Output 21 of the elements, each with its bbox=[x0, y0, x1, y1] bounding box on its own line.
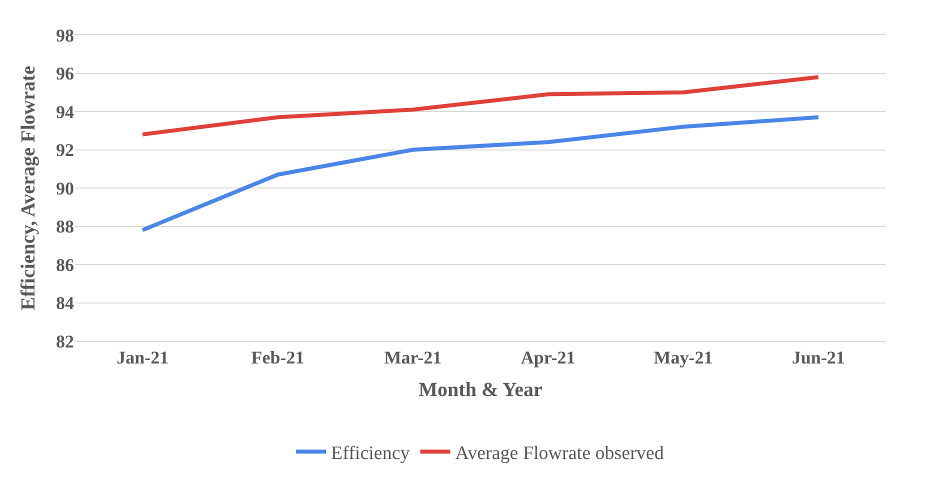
x-tick-label: Apr-21 bbox=[520, 348, 576, 368]
y-tick-label: 98 bbox=[56, 25, 74, 46]
y-tick-label: 88 bbox=[56, 216, 74, 237]
line-series bbox=[140, 115, 820, 232]
y-axis-title: Efficiency, Average Flowrate bbox=[18, 66, 40, 310]
line-series bbox=[140, 75, 820, 136]
y-tick-label: 96 bbox=[56, 64, 74, 84]
x-axis-title: Month & Year bbox=[418, 379, 542, 402]
x-tick-label: Feb-21 bbox=[251, 348, 304, 368]
legend-label: Efficiency bbox=[331, 443, 410, 464]
y-tick-label: 82 bbox=[56, 331, 74, 352]
x-tick-label: May-21 bbox=[654, 348, 713, 368]
x-tick-label: Mar-21 bbox=[384, 348, 442, 368]
y-tick-label: 86 bbox=[56, 254, 74, 275]
y-tick-label: 84 bbox=[56, 293, 74, 314]
x-tick-label: Jun-21 bbox=[792, 348, 845, 368]
legend-label: Average Flowrate observed bbox=[455, 443, 664, 464]
y-tick-label: 94 bbox=[56, 102, 74, 122]
x-tick-label: Jan-21 bbox=[116, 348, 169, 368]
y-tick-label: 92 bbox=[56, 140, 74, 160]
y-tick-label: 90 bbox=[56, 178, 74, 198]
